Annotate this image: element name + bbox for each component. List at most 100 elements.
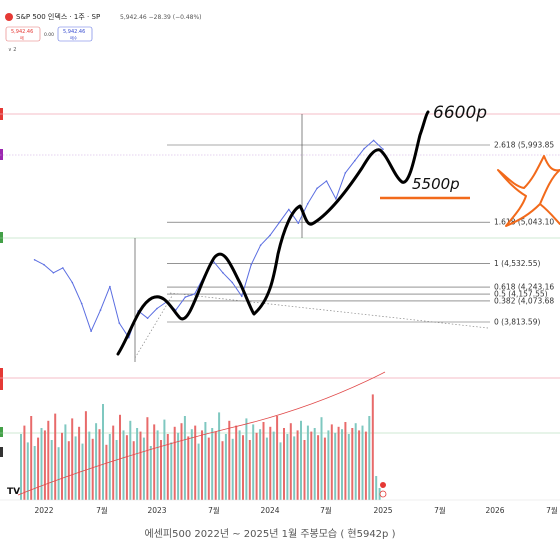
volume-bar — [330, 424, 333, 500]
volume-bar — [67, 441, 70, 500]
volume-bar — [242, 435, 244, 500]
volume-bar — [78, 426, 81, 500]
volume-bar — [262, 422, 265, 500]
price-point — [71, 281, 74, 284]
x-tick-label: 7월 — [208, 505, 220, 515]
volume-bar — [156, 430, 159, 500]
event-flag-icon-2[interactable] — [379, 490, 387, 498]
left-markers — [0, 108, 3, 457]
fib-label: 0.5 (4,157.55) — [494, 290, 548, 299]
volume-bar — [265, 437, 268, 500]
volume-bar — [26, 442, 29, 500]
volume-bar — [81, 443, 84, 500]
symbol-title[interactable]: S&P 500 인덱스 · 1주 · SP — [16, 12, 100, 21]
volume-bar — [354, 423, 357, 500]
volume-bar — [108, 434, 111, 500]
marker-green-1 — [0, 232, 3, 243]
volume-bar — [40, 428, 43, 500]
star-icon — [497, 155, 560, 227]
fib-label: 1 (4,532.55) — [494, 259, 540, 268]
trend-dotted-line-2 — [134, 295, 173, 359]
price-point — [156, 307, 158, 310]
volume-bar — [204, 422, 207, 500]
price-point — [146, 317, 149, 320]
volume-bar — [64, 424, 67, 500]
volume-bar — [248, 440, 251, 500]
volume-moving-average — [17, 371, 386, 496]
volume-bar — [30, 416, 33, 500]
price-point — [99, 309, 102, 311]
volume-bar — [211, 428, 214, 500]
volume-bar — [272, 431, 275, 500]
volume-bar — [310, 431, 313, 500]
price-point — [278, 221, 281, 224]
x-tick-label: 2025 — [373, 506, 392, 515]
volume-bar — [177, 432, 180, 500]
volume-bar — [361, 425, 364, 500]
volume-bar — [142, 437, 145, 500]
volume-bar — [323, 437, 326, 500]
volume-bar — [252, 424, 255, 500]
volume-bar — [235, 425, 238, 500]
volume-bar — [300, 420, 302, 500]
volume-bar — [153, 424, 156, 500]
event-flag-icon[interactable] — [380, 482, 386, 488]
fib-label: 0.382 (4,073.68 — [494, 296, 554, 305]
price-point — [269, 234, 271, 237]
price-point — [316, 187, 318, 190]
volume-bar — [122, 430, 125, 500]
price-point — [231, 281, 234, 284]
volume-bar — [54, 413, 57, 500]
volume-bar — [125, 435, 128, 500]
marker-dark — [0, 447, 3, 457]
price-point — [118, 322, 121, 324]
tradingview-logo-icon: TV — [7, 487, 20, 497]
volume-bar — [139, 431, 142, 500]
volume-bar — [351, 428, 354, 500]
volume-bar — [334, 432, 337, 500]
marker-green-2 — [0, 427, 3, 437]
price-point — [297, 222, 300, 224]
volume-bar — [43, 430, 46, 500]
price-point — [33, 259, 36, 261]
price-point — [325, 180, 328, 182]
price-point — [372, 139, 375, 142]
volume-bar — [115, 440, 118, 500]
x-tick-label: 2023 — [147, 506, 166, 515]
volume-bar — [293, 436, 296, 500]
volume-bar — [320, 417, 323, 500]
volume-bar — [20, 434, 22, 500]
price-point — [363, 147, 366, 150]
fib-levels: 2.618 (5,993.85 1.618 (5,043.10 1 (4,532.5… — [167, 141, 554, 327]
volume-bar — [238, 430, 241, 500]
price-point — [306, 203, 309, 205]
volume-bar — [207, 437, 210, 500]
volume-bar — [375, 476, 378, 500]
sell-price: 5,942.46 — [11, 29, 33, 35]
volume-bar — [190, 429, 193, 500]
price-point — [250, 263, 252, 266]
buy-button[interactable] — [57, 26, 93, 42]
price-point — [382, 148, 384, 150]
indicator-toggle[interactable]: ∨ 2 — [8, 47, 16, 53]
marker-red-mid — [0, 368, 3, 390]
price-point — [241, 295, 243, 298]
volume-bar — [231, 438, 234, 500]
caption: 에센피500 2022년 ~ 2025년 1월 주봉모습 ( 현5942p ) — [145, 528, 396, 540]
price-point — [43, 263, 45, 266]
volume-bar — [166, 434, 169, 500]
spread-value: 0.00 — [44, 32, 54, 38]
sell-button[interactable] — [5, 26, 41, 42]
volume-bar — [218, 412, 221, 500]
price-point — [222, 272, 224, 274]
volume-bar — [269, 426, 272, 500]
volume-bar — [136, 428, 139, 500]
volume-bar — [313, 428, 316, 500]
price-point — [80, 302, 83, 305]
volume-bar — [201, 430, 203, 500]
price-point — [335, 198, 337, 200]
price-readout: 5,942.46 −28.39 (−0.48%) — [120, 14, 202, 21]
volume-bar — [214, 431, 217, 500]
volume-bar — [245, 418, 248, 500]
volume-bar — [303, 440, 306, 500]
